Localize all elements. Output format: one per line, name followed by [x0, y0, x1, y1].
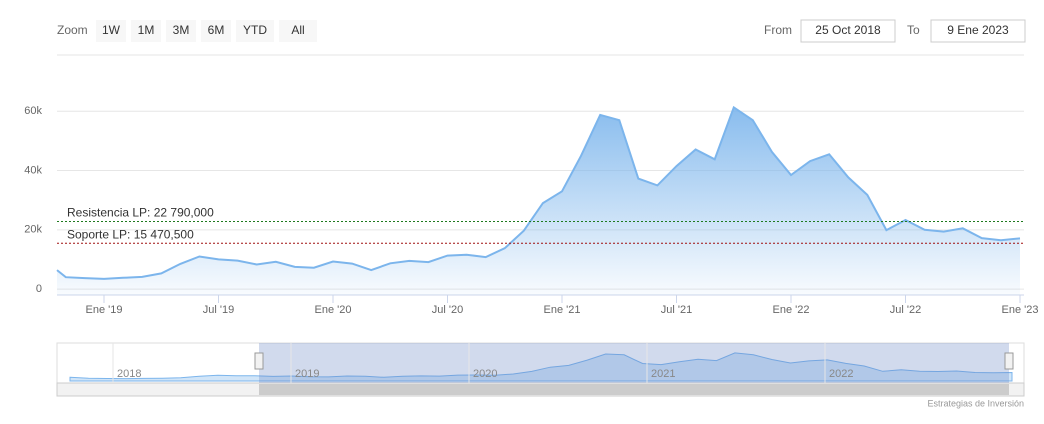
x-tick-label: Ene '22 [773, 304, 810, 316]
zoom-button[interactable] [96, 20, 126, 42]
x-tick-label: Ene '20 [315, 304, 352, 316]
to-label: To [907, 23, 920, 37]
from-input[interactable] [800, 19, 896, 43]
zoom-button-label[interactable]: 6M [208, 23, 225, 37]
credits: Estrategias de Inversión [927, 398, 1024, 408]
zoom-button-label[interactable]: 1M [138, 23, 155, 37]
area-line [56, 105, 1021, 280]
x-tick-label: Ene '21 [544, 304, 581, 316]
x-tick-label: Jul '19 [203, 304, 234, 316]
navigator-handle[interactable] [1004, 352, 1014, 370]
navigator-label: 2022 [829, 368, 853, 380]
y-tick-label: 60k [24, 105, 42, 117]
navigator-label: 2021 [651, 368, 675, 380]
x-tick-label: Jul '20 [432, 304, 463, 316]
area-fill [57, 107, 1020, 296]
x-tick-label: Jul '21 [661, 304, 692, 316]
zoom-button-label[interactable]: 1W [102, 23, 121, 37]
navigator-mask [259, 343, 1009, 383]
y-tick-label: 40k [24, 164, 42, 176]
navigator-label: 2019 [295, 368, 319, 380]
zoom-button-label[interactable]: All [291, 23, 304, 37]
from-value[interactable]: 25 Oct 2018 [815, 23, 881, 37]
x-tick-label: Ene '19 [86, 304, 123, 316]
zoom-button[interactable] [279, 20, 317, 42]
x-tick-label: Ene '23 [1002, 304, 1039, 316]
navigator-handle[interactable] [254, 352, 264, 370]
navigator-area [69, 352, 1013, 382]
zoom-button[interactable] [201, 20, 231, 42]
scrollbar-thumb[interactable] [259, 384, 1009, 395]
y-tick-label: 0 [36, 283, 42, 295]
from-label: From [764, 23, 792, 37]
zoom-button[interactable] [166, 20, 196, 42]
to-value[interactable]: 9 Ene 2023 [947, 23, 1009, 37]
zoom-button[interactable] [131, 20, 161, 42]
x-tick-label: Jul '22 [890, 304, 921, 316]
navigator-label: 2018 [117, 368, 141, 380]
zoom-label: Zoom [57, 23, 88, 37]
zoom-button[interactable] [236, 20, 274, 42]
navigator-label: 2020 [473, 368, 497, 380]
zoom-button-label[interactable]: YTD [243, 23, 267, 37]
to-input[interactable] [930, 19, 1026, 43]
plot-line-label: Soporte LP: 15 470,500 [67, 227, 194, 241]
zoom-button-label[interactable]: 3M [173, 23, 190, 37]
y-tick-label: 20k [24, 224, 42, 236]
plot-line-label: Resistencia LP: 22 790,000 [67, 206, 214, 220]
